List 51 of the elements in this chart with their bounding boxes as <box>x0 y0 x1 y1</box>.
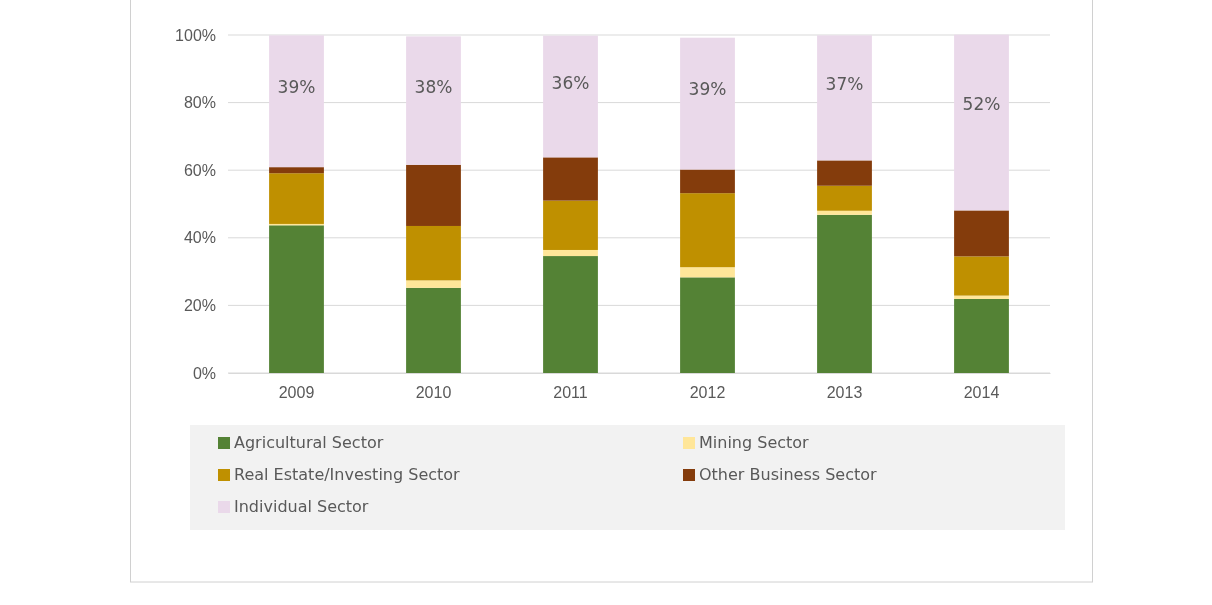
data-label: 36% <box>551 73 590 94</box>
x-tick-label: 2013 <box>826 384 863 402</box>
bar <box>680 277 735 373</box>
y-tick-label: 60% <box>183 161 216 179</box>
bar <box>269 173 324 224</box>
bar <box>680 37 735 170</box>
bar <box>406 280 461 288</box>
y-tick-label: 40% <box>183 229 216 247</box>
x-tick-label: 2011 <box>553 384 588 402</box>
bar <box>954 256 1009 296</box>
bar <box>543 249 598 257</box>
bar <box>406 287 461 373</box>
bar <box>817 160 872 186</box>
y-tick-label: 100% <box>175 26 216 44</box>
data-label: 52% <box>962 93 1001 114</box>
x-tick-label: 2009 <box>278 384 315 402</box>
bar <box>954 298 1009 373</box>
x-tick-label: 2012 <box>689 384 726 402</box>
data-label: 37% <box>825 74 864 95</box>
bar <box>543 256 598 373</box>
bar <box>954 34 1009 211</box>
legend-label: Agricultural Sector <box>234 432 384 452</box>
bar <box>269 167 324 174</box>
bar <box>543 157 598 201</box>
y-tick-label: 0% <box>192 364 216 382</box>
bar <box>817 210 872 215</box>
bar <box>954 210 1009 257</box>
bar <box>406 164 461 226</box>
bar <box>269 35 324 168</box>
data-label: 39% <box>688 79 727 100</box>
bar <box>406 36 461 165</box>
bar <box>269 225 324 373</box>
bar <box>817 35 872 161</box>
data-label: 38% <box>414 76 453 97</box>
bar <box>680 169 735 194</box>
bar <box>817 214 872 373</box>
bar <box>406 225 461 281</box>
bar <box>543 35 598 158</box>
y-tick-label: 80% <box>183 94 216 112</box>
bar <box>543 200 598 250</box>
bar <box>817 185 872 211</box>
legend-label: Other Business Sector <box>699 464 878 484</box>
x-tick-label: 2010 <box>415 384 452 402</box>
legend-label: Mining Sector <box>699 432 810 452</box>
legend-label: Real Estate/Investing Sector <box>234 464 461 484</box>
bar <box>680 193 735 268</box>
y-tick-label: 20% <box>183 297 216 315</box>
data-label: 39% <box>277 77 316 98</box>
x-tick-label: 2014 <box>963 384 1000 402</box>
bar <box>680 267 735 278</box>
legend-label: Individual Sector <box>234 496 369 516</box>
